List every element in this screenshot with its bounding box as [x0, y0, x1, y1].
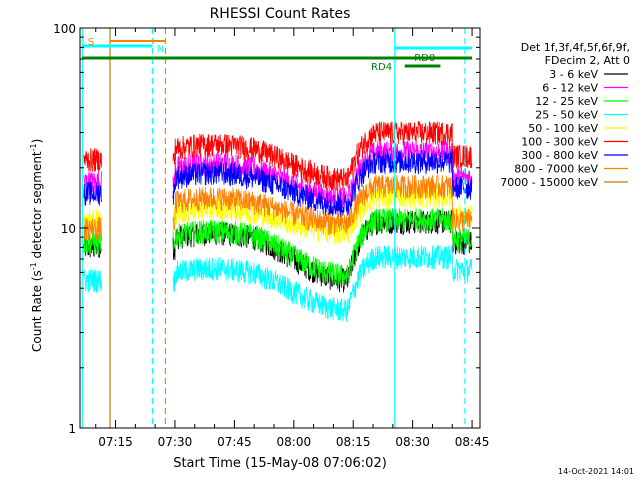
y-axis-label-sup2: -1 — [29, 143, 38, 151]
series-line — [83, 216, 102, 241]
data-series — [83, 120, 473, 191]
data-series — [83, 148, 473, 217]
status-bar-label: N — [157, 44, 164, 55]
x-axis-ticks: 07:15 07:30 07:45 08:00 08:15 08:30 08:45 — [95, 28, 490, 449]
series-line — [83, 181, 102, 206]
series-line — [172, 174, 473, 236]
legend-entry-label: 3 - 6 keV — [549, 68, 598, 81]
series-line — [172, 120, 473, 191]
series-line — [172, 244, 473, 323]
series-line — [172, 140, 473, 212]
data-layer — [83, 120, 473, 323]
legend-entry-label: 7000 - 15000 keV — [500, 176, 598, 189]
x-axis-label: Start Time (15-May-08 07:06:02) — [173, 456, 387, 471]
data-series — [83, 174, 473, 241]
series-line — [172, 148, 473, 217]
y-axis-label-sup1: -1 — [29, 262, 38, 270]
series-line — [83, 269, 102, 294]
legend-entry-label: 50 - 100 keV — [528, 122, 598, 135]
data-series — [83, 244, 473, 323]
series-line — [83, 171, 102, 196]
y-tick-label: 100 — [53, 22, 76, 36]
x-tick-label: 07:15 — [98, 435, 133, 449]
x-tick-label: 08:45 — [455, 435, 490, 449]
y-tick-label: 1 — [68, 422, 76, 436]
y-axis-label: Count Rate (s-1 detector segment-1) — [29, 139, 44, 352]
y-axis-ticks: 1 10 100 — [53, 22, 480, 436]
x-tick-label: 07:30 — [158, 435, 193, 449]
y-tick-label: 10 — [61, 222, 76, 236]
series-line — [83, 148, 102, 173]
y-axis-label-part2: detector segment — [30, 151, 44, 262]
chart-title: RHESSI Count Rates — [210, 6, 351, 22]
x-tick-label: 08:00 — [277, 435, 312, 449]
legend-entry-label: 6 - 12 keV — [542, 82, 598, 95]
legend-entry-label: 12 - 25 keV — [535, 95, 598, 108]
series-line — [172, 207, 473, 287]
series-line — [83, 208, 102, 233]
legend-entry-label: 300 - 800 keV — [521, 149, 598, 162]
status-bar-label: RD4 — [371, 62, 392, 73]
x-tick-label: 08:30 — [395, 435, 430, 449]
x-tick-label: 08:15 — [336, 435, 371, 449]
legend: Det 1f,3f,4f,5f,6f,9f, FDecim 2, Att 0 3… — [500, 41, 630, 189]
status-bar-label: RD0 — [414, 53, 435, 64]
data-series — [83, 140, 473, 212]
y-axis-label-part1: Count Rate (s — [30, 270, 44, 352]
legend-entry-label: 25 - 50 keV — [535, 109, 598, 122]
status-bar-label: S — [88, 37, 94, 48]
legend-header-line1: Det 1f,3f,4f,5f,6f,9f, — [521, 41, 630, 54]
x-tick-label: 07:45 — [217, 435, 252, 449]
legend-entry-label: 100 - 300 keV — [521, 136, 598, 149]
y-axis-label-part3: ) — [30, 139, 44, 144]
legend-header-line2: FDecim 2, Att 0 — [545, 54, 630, 67]
legend-entry-label: 800 - 7000 keV — [514, 163, 598, 176]
footer-date: 14-Oct-2021 14:01 — [558, 467, 634, 476]
